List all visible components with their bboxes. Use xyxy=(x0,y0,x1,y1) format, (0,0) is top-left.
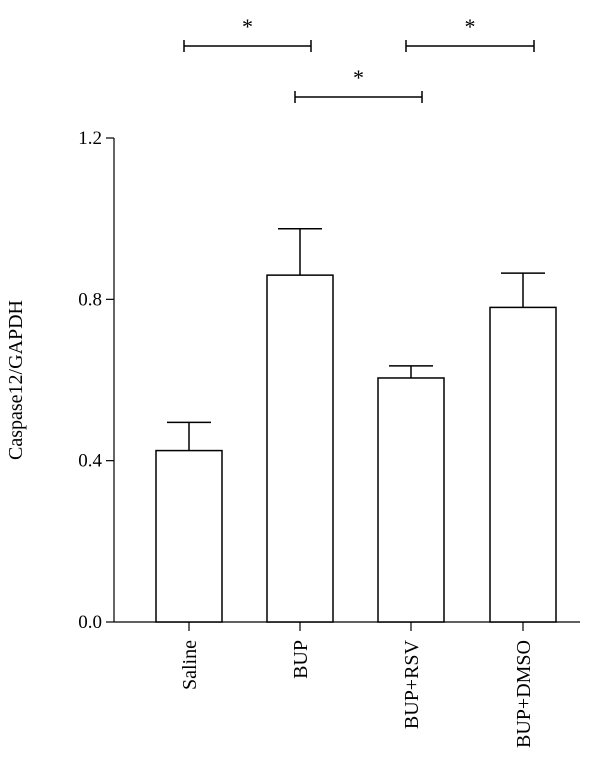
x-tick-label: Saline xyxy=(179,640,201,690)
y-axis-label: Caspase12/GAPDH xyxy=(5,300,27,460)
x-tick-label: BUP+DMSO xyxy=(513,640,535,748)
x-tick-label: BUP xyxy=(290,640,312,679)
y-tick-label: 0.4 xyxy=(78,451,102,472)
significance-brackets: * * * xyxy=(183,14,535,103)
y-tick-label: 1.2 xyxy=(78,128,102,149)
bar xyxy=(155,449,223,623)
bar xyxy=(266,274,334,623)
significance-marker: * xyxy=(353,65,364,90)
y-tick-label: 0.8 xyxy=(78,289,102,310)
significance-marker: * xyxy=(242,14,253,39)
y-tick-label: 0.0 xyxy=(78,612,102,633)
bar xyxy=(489,306,557,623)
significance-marker: * xyxy=(465,14,476,39)
x-tick-label: BUP+RSV xyxy=(401,639,423,729)
bars xyxy=(155,228,557,623)
bar xyxy=(377,377,445,623)
